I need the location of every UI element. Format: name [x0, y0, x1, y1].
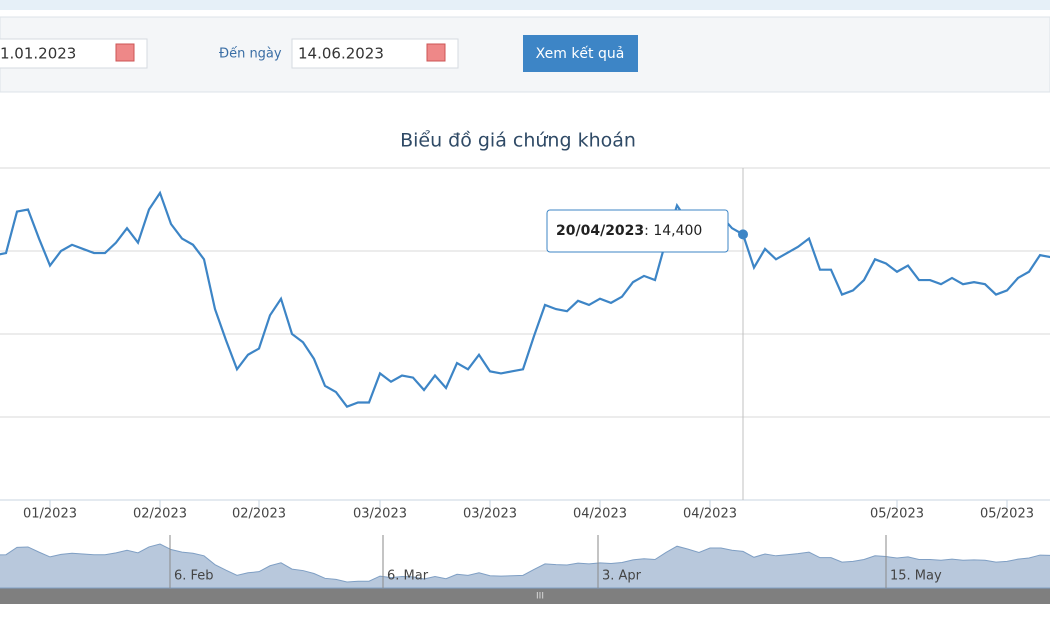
- navigator-label: 6. Feb: [174, 569, 214, 584]
- tooltip-date: 20/04/2023: [556, 223, 644, 239]
- scroll-grip: III: [536, 592, 544, 602]
- navigator-label: 15. May: [890, 569, 942, 584]
- chart-title: Biểu đồ giá chứng khoán: [400, 130, 636, 152]
- navigator-label: 6. Mar: [387, 569, 429, 584]
- navigator-area: [0, 543, 1050, 589]
- tooltip-value: 14,400: [653, 223, 702, 239]
- button-label: Xem kết quả: [536, 45, 625, 62]
- scrollbar[interactable]: [0, 588, 1050, 604]
- navigator-label: 3. Apr: [602, 569, 642, 584]
- x-tick-label: 03/2023: [463, 507, 517, 522]
- x-tick-label: 05/2023: [980, 507, 1034, 522]
- separator: :: [644, 223, 653, 239]
- x-tick-label: 04/2023: [683, 507, 737, 522]
- submit-button[interactable]: [523, 35, 638, 72]
- tooltip-text: 20/04/2023: 14,400: [556, 223, 702, 239]
- to-date: 14.06.2023: [298, 45, 384, 63]
- x-tick-label: 01/2023: [23, 507, 77, 522]
- x-tick-label: 03/2023: [353, 507, 407, 522]
- tooltip-box: [546, 209, 729, 253]
- hover-point: [738, 229, 748, 240]
- top-strip: [0, 0, 1050, 10]
- price-line: [0, 190, 1050, 408]
- x-tick-label: 02/2023: [232, 507, 286, 522]
- x-tick-label: 04/2023: [573, 507, 627, 522]
- to-label: Đến ngày: [219, 47, 282, 62]
- calendar-icon[interactable]: [115, 43, 135, 62]
- x-tick-label: 05/2023: [870, 507, 924, 522]
- from-date: 1.01.2023: [0, 45, 76, 63]
- x-tick-label: 02/2023: [133, 507, 187, 522]
- calendar-icon[interactable]: [426, 43, 446, 62]
